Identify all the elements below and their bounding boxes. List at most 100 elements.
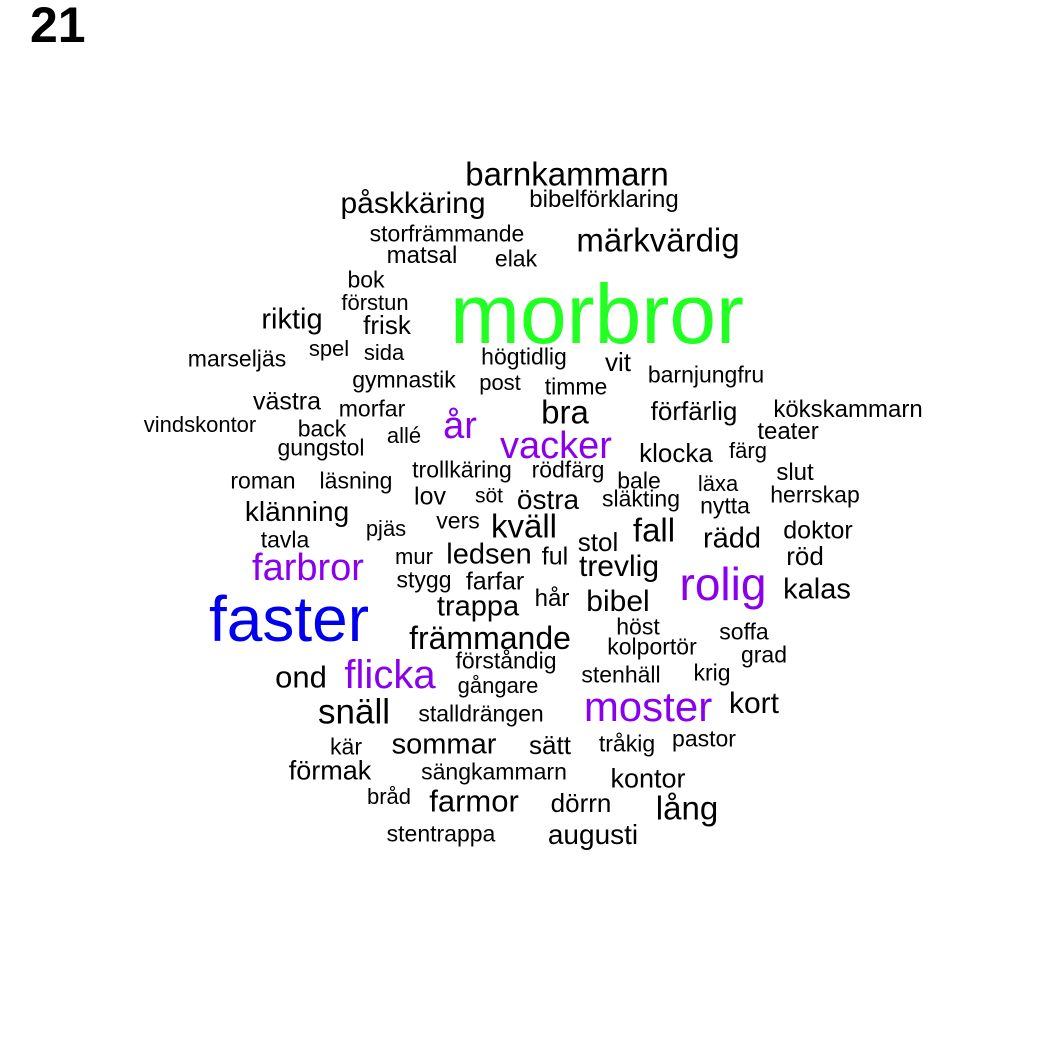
word-vit: vit	[605, 347, 631, 377]
word-farbror: farbror	[252, 547, 364, 589]
word-markvardig: märkvärdig	[576, 221, 740, 259]
word-timme: timme	[544, 373, 608, 400]
word-grad: grad	[740, 641, 788, 668]
word-back: back	[297, 415, 347, 442]
word-gungstol: gungstol	[277, 434, 365, 461]
word-slakting: släkting	[602, 485, 680, 512]
word-sida: sida	[363, 340, 405, 365]
word-gymnastik: gymnastik	[352, 366, 456, 393]
word-host: höst	[616, 613, 660, 640]
word-ful: ful	[541, 542, 569, 571]
word-formak: förmak	[288, 755, 372, 786]
word-trakig: tråkig	[598, 730, 656, 757]
word-rolig: rolig	[679, 558, 767, 610]
word-laxa: läxa	[697, 471, 739, 496]
word-barnkammarn: barnkammarn	[465, 155, 669, 193]
word-snall: snäll	[318, 692, 390, 732]
word-sommar: sommar	[391, 728, 497, 761]
word-faster: faster	[208, 583, 370, 655]
word-kar: kär	[330, 733, 362, 760]
word-kokskammarn: kökskammarn	[773, 396, 923, 423]
word-marseljas: marseljäs	[187, 345, 287, 372]
word-dorrn: dörrn	[550, 788, 612, 818]
word-paskkaring: påskkäring	[340, 187, 486, 220]
word-stygg: stygg	[396, 566, 452, 593]
word-lasning: läsning	[319, 467, 393, 494]
word-tavla: tavla	[260, 526, 310, 553]
word-ar: år	[443, 405, 477, 447]
word-bibelforklaring: bibelförklaring	[529, 186, 679, 213]
word-bok: bok	[347, 266, 385, 293]
word-flicka: flicka	[344, 653, 436, 697]
word-soffa: soffa	[719, 618, 769, 645]
word-krig: krig	[693, 659, 731, 686]
word-fall: fall	[632, 511, 676, 549]
word-brad: bråd	[366, 784, 412, 809]
word-spel: spel	[308, 336, 350, 361]
word-moster: moster	[583, 683, 713, 730]
word-morbror: morbror	[449, 267, 745, 361]
word-lang: lång	[655, 789, 719, 827]
word-post: post	[479, 370, 521, 395]
word-satt: sätt	[529, 730, 571, 760]
word-stol: stol	[577, 527, 619, 557]
word-forstun: förstun	[341, 290, 409, 315]
word-farg: färg	[729, 438, 767, 463]
word-frisk: frisk	[363, 310, 411, 340]
word-frammande: främmande	[409, 620, 571, 656]
word-forfarlig: förfärlig	[650, 396, 738, 426]
word-rod: röd	[786, 541, 824, 571]
word-vastra: västra	[252, 387, 322, 416]
word-har: hår	[534, 585, 570, 612]
word-alle: allé	[386, 423, 422, 448]
word-kvall: kväll	[490, 507, 558, 545]
word-morfar: morfar	[338, 395, 406, 422]
word-vindskontor: vindskontor	[143, 412, 257, 437]
word-stenhall: stenhäll	[581, 661, 661, 688]
word-nytta: nytta	[700, 492, 750, 519]
word-augusti: augusti	[547, 819, 639, 850]
word-elak: elak	[494, 245, 538, 272]
page-number: 21	[30, 0, 86, 53]
word-mur: mur	[395, 544, 433, 569]
word-barnjungfru: barnjungfru	[647, 361, 765, 388]
word-pastor: pastor	[672, 725, 736, 752]
word-trappa: trappa	[436, 590, 520, 623]
word-bibel: bibel	[586, 585, 650, 618]
word-storframmande: storfrämmande	[369, 220, 525, 247]
word-matsal: matsal	[386, 242, 458, 269]
word-bale: bale	[617, 467, 661, 494]
word-hogtidlig: högtidlig	[481, 343, 567, 370]
word-sot: söt	[474, 484, 504, 508]
word-klocka: klocka	[639, 438, 713, 468]
word-kontor: kontor	[610, 763, 686, 794]
word-trollkaring: trollkäring	[412, 456, 512, 483]
word-farfar: farfar	[465, 567, 525, 596]
word-vers: vers	[436, 507, 480, 534]
word-pjas: pjäs	[365, 516, 407, 541]
word-sangkammarn: sängkammarn	[421, 758, 567, 785]
word-ond: ond	[275, 659, 327, 695]
word-riktig: riktig	[261, 303, 323, 336]
word-gangare: gångare	[457, 673, 539, 698]
word-trevlig: trevlig	[578, 550, 660, 583]
word-kolportor: kolportör	[607, 633, 697, 660]
word-lov: lov	[414, 482, 446, 511]
word-stentrappa: stentrappa	[386, 820, 496, 847]
word-roman: roman	[230, 467, 296, 494]
word-slut: slut	[776, 459, 814, 486]
word-kalas: kalas	[783, 573, 851, 606]
word-ostra: östra	[516, 484, 580, 515]
word-herrskap: herrskap	[770, 481, 860, 508]
word-doktor: doktor	[783, 516, 853, 545]
word-radd: rädd	[702, 522, 762, 555]
word-teater: teater	[757, 418, 819, 445]
word-kort: kort	[728, 687, 780, 720]
word-vacker: vacker	[500, 425, 612, 467]
word-klanning: klänning	[244, 496, 350, 527]
word-bra: bra	[541, 393, 589, 431]
word-ledsen: ledsen	[446, 538, 532, 571]
word-farmor: farmor	[429, 783, 519, 819]
word-forstandig: förståndig	[455, 647, 557, 674]
